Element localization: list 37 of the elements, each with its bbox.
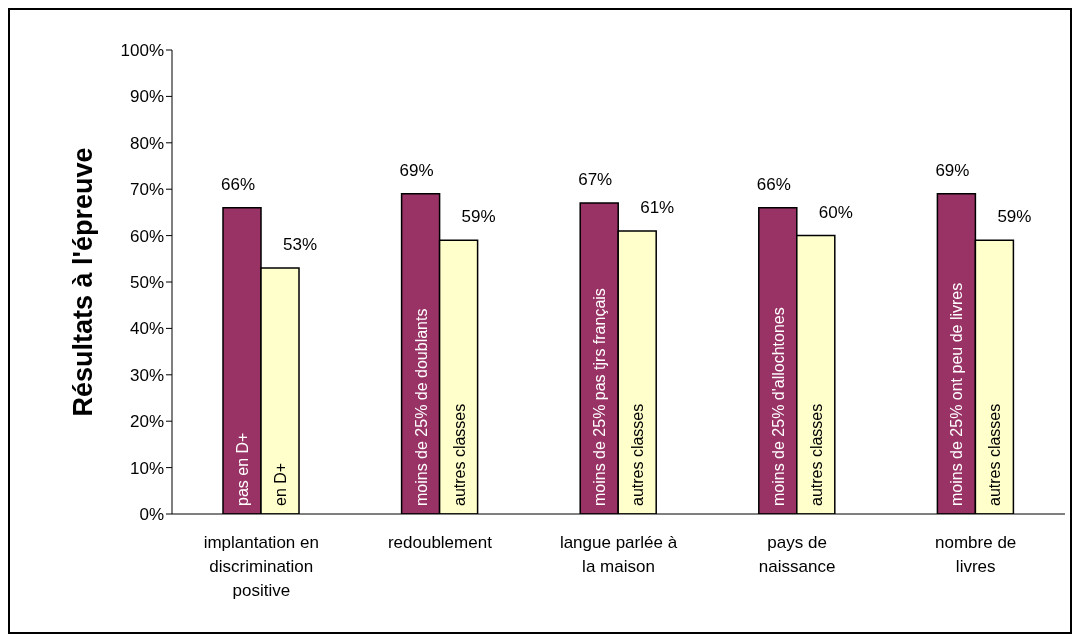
y-tick-label: 50% — [129, 273, 164, 293]
annotation: en D+ — [272, 462, 289, 506]
data-label: 61% — [640, 197, 675, 217]
data-label: 60% — [818, 202, 853, 222]
data-label: 66% — [220, 174, 256, 194]
data-label: 59% — [997, 207, 1032, 227]
annotation: pas en D+ — [234, 432, 251, 506]
y-tick-label: 0% — [139, 505, 164, 525]
y-tick-label: 100% — [120, 41, 164, 61]
y-tick-label: 30% — [129, 365, 164, 385]
annotation: autres classes — [450, 403, 468, 506]
y-tick-label: 20% — [129, 412, 164, 432]
y-tick-label: 10% — [129, 458, 164, 478]
x-tick-label: langue parlée à la maison — [559, 533, 678, 576]
annotation: moins de 25% de doublants — [412, 308, 430, 506]
y-tick-label: 80% — [129, 133, 164, 153]
y-tick-label: 90% — [129, 87, 164, 107]
data-label: 53% — [282, 235, 318, 255]
x-tick-label: redoublement — [387, 533, 493, 552]
annotation: autres classes — [629, 403, 647, 506]
annotation: moins de 25% d'allochtones — [769, 307, 787, 506]
annotation: moins de 25% ont peu de livres — [948, 282, 966, 506]
data-label: 69% — [935, 160, 970, 180]
data-label: 67% — [578, 170, 613, 190]
annotation: autres classes — [986, 403, 1004, 506]
y-tick-label: 70% — [129, 180, 164, 200]
x-tick-label: nombre de livres — [935, 533, 1017, 576]
y-tick-label: 40% — [129, 319, 164, 339]
x-tick-label: implantation en discrimination positive — [203, 533, 319, 600]
y-axis-title: Résultats à l'épreuve — [67, 147, 98, 417]
annotation: moins de 25% pas tjrs français — [591, 288, 609, 506]
data-label: 59% — [461, 207, 496, 227]
data-label: 66% — [756, 174, 791, 194]
annotation: autres classes — [807, 403, 825, 506]
y-tick-label: 60% — [129, 226, 164, 246]
data-label: 69% — [399, 160, 434, 180]
x-tick-label: pays de naissance — [758, 533, 836, 576]
